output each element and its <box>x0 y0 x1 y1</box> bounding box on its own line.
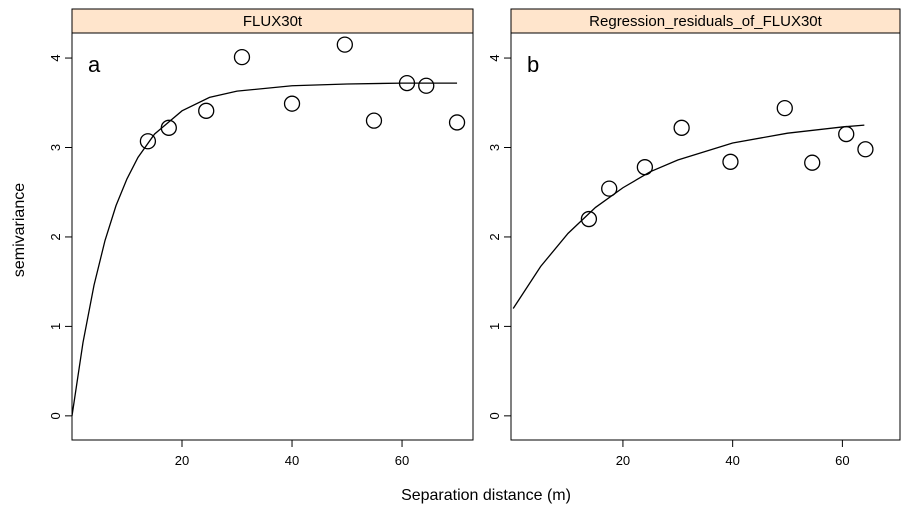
point <box>601 180 618 197</box>
panel-frame <box>71 32 474 441</box>
point <box>283 95 301 112</box>
x-tick-label: 40 <box>285 453 299 468</box>
x-tick-label: 60 <box>835 453 849 468</box>
point <box>722 153 739 170</box>
fit-curve <box>512 124 865 309</box>
y-tick-label: 4 <box>48 54 63 61</box>
point <box>857 141 874 158</box>
point <box>636 159 654 176</box>
y-tick-label: 1 <box>48 323 63 330</box>
panel-title: FLUX30t <box>243 13 303 30</box>
point <box>139 133 157 150</box>
point <box>233 49 251 66</box>
strip <box>510 8 901 34</box>
panel-frame <box>510 32 901 441</box>
point <box>448 114 466 131</box>
x-tick-label: 60 <box>395 453 409 468</box>
x-tick-label: 40 <box>725 453 739 468</box>
point <box>776 99 793 117</box>
point <box>198 102 215 119</box>
point <box>160 119 177 136</box>
y-axis-label: semivariance <box>11 183 28 277</box>
y-tick-label: 1 <box>487 323 502 330</box>
y-tick-label: 0 <box>48 412 63 419</box>
panel-annotation: a <box>88 52 101 77</box>
point <box>365 112 383 129</box>
panel-title: Regression_residuals_of_FLUX30t <box>589 13 822 30</box>
y-tick-label: 0 <box>487 412 502 419</box>
x-tick-label: 20 <box>616 453 630 468</box>
y-tick-label: 3 <box>487 144 502 151</box>
point <box>804 154 821 171</box>
strip <box>71 8 474 34</box>
y-tick-label: 2 <box>487 233 502 240</box>
y-tick-label: 2 <box>48 233 63 240</box>
point <box>673 119 690 136</box>
x-tick-label: 20 <box>175 453 189 468</box>
y-tick-label: 3 <box>48 144 63 151</box>
y-tick-label: 4 <box>487 54 502 61</box>
x-axis-label: Separation distance (m) <box>401 487 571 504</box>
point <box>838 125 855 143</box>
point <box>418 77 435 94</box>
point <box>398 74 416 92</box>
fit-curve <box>71 82 458 416</box>
point <box>336 36 353 53</box>
panel-annotation: b <box>527 52 539 77</box>
point <box>580 210 598 228</box>
